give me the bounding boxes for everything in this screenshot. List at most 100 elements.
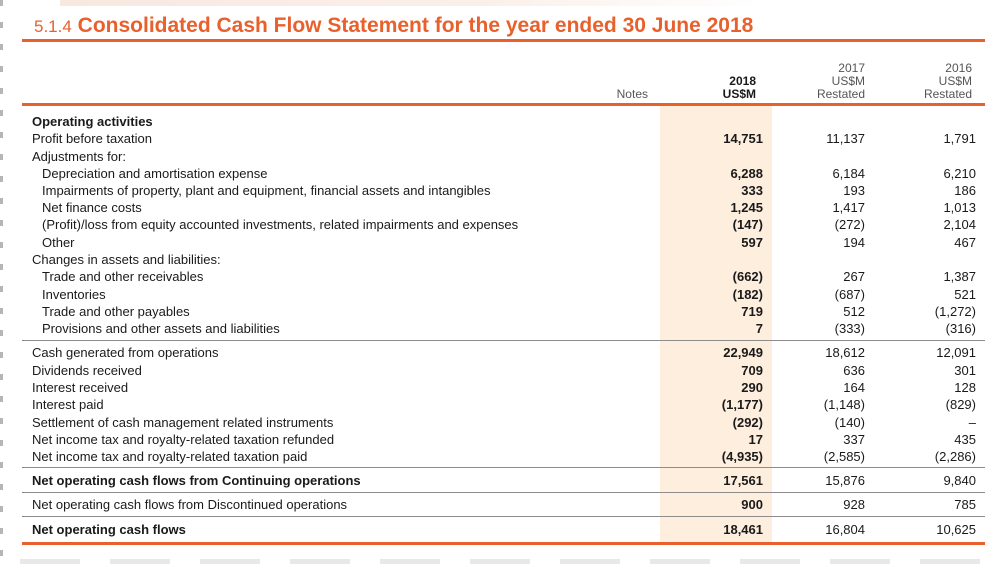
row-value-2018: 709 [741, 363, 763, 378]
row-value-2018: 17 [748, 432, 763, 447]
row-value-2018: (1,177) [721, 397, 763, 412]
row-value-2016: 6,210 [943, 166, 976, 181]
row-value-2016: 785 [954, 497, 976, 512]
row-value-2017: 512 [843, 304, 865, 319]
subtotal-rule [22, 340, 985, 341]
row-value-2017: 15,876 [825, 473, 865, 488]
row-value-2017: (1,148) [823, 397, 865, 412]
row-value-2017: (272) [834, 217, 865, 232]
row-value-2018: (182) [732, 287, 763, 302]
current-year-highlight-column [660, 104, 772, 545]
row-value-2016: (1,272) [934, 304, 976, 319]
row-value-2018: 18,461 [723, 522, 763, 537]
row-value-2016: (829) [945, 397, 976, 412]
row-label: Trade and other receivables [42, 269, 204, 284]
row-value-2016: 9,840 [943, 473, 976, 488]
row-value-2016: 301 [954, 363, 976, 378]
row-label: Other [42, 235, 75, 250]
row-value-2017: 337 [843, 432, 865, 447]
row-value-2018: 597 [741, 235, 763, 250]
col2-note: Restated [816, 87, 865, 101]
row-value-2017: 18,612 [825, 345, 865, 360]
row-label: Net operating cash flows from Discontinu… [32, 497, 348, 512]
row-value-2016: (2,286) [934, 449, 976, 464]
col1-header: 2018 US$M [680, 75, 756, 101]
row-label: Net income tax and royalty-related taxat… [32, 449, 308, 464]
row-value-2017: 164 [843, 380, 865, 395]
row-value-2018: 333 [741, 183, 763, 198]
col1-year: 2018 [729, 74, 756, 88]
total-top-rule [22, 516, 985, 517]
row-value-2017: 194 [843, 235, 865, 250]
row-label: Trade and other payables [42, 304, 190, 319]
row-value-2017: 636 [843, 363, 865, 378]
col2-year: 2017 [838, 61, 865, 75]
page-edge-marks [0, 0, 3, 564]
row-label: Net finance costs [42, 200, 142, 215]
row-value-2017: 6,184 [832, 166, 865, 181]
row-value-2018: (4,935) [721, 449, 763, 464]
row-value-2018: (292) [732, 415, 763, 430]
row-value-2016: 1,791 [943, 131, 976, 146]
row-label: Inventories [42, 287, 106, 302]
row-label: Impairments of property, plant and equip… [42, 183, 491, 198]
cropped-next-text [20, 559, 980, 564]
row-value-2016: (316) [945, 321, 976, 336]
row-value-2016: – [968, 415, 976, 430]
continuing-total-top-rule [22, 467, 985, 468]
row-label: Profit before taxation [32, 131, 152, 146]
row-label: (Profit)/loss from equity accounted inve… [42, 217, 519, 232]
row-label: Depreciation and amortisation expense [42, 166, 268, 181]
row-value-2017: 11,137 [826, 131, 865, 146]
row-value-2017: 16,804 [825, 522, 865, 537]
row-label: Interest received [32, 380, 129, 395]
row-value-2018: 1,245 [730, 200, 763, 215]
header-top-rule [22, 39, 985, 42]
cropped-previous-text [60, 0, 760, 6]
row-value-2016: 1,013 [943, 200, 976, 215]
row-value-2017: 928 [843, 497, 865, 512]
row-value-2017: (687) [834, 287, 865, 302]
row-label: Cash generated from operations [32, 345, 219, 360]
row-value-2016: 12,091 [936, 345, 976, 360]
header-bottom-rule [22, 103, 985, 106]
row-value-2017: 193 [843, 183, 865, 198]
row-value-2018: 6,288 [730, 166, 763, 181]
row-label: Interest paid [32, 397, 104, 412]
row-value-2017: 267 [843, 269, 865, 284]
col2-header: 2017 US$M Restated [790, 62, 865, 101]
row-value-2018: 17,561 [723, 473, 763, 488]
row-value-2018: 900 [741, 497, 763, 512]
row-value-2016: 1,387 [943, 269, 976, 284]
col1-unit: US$M [722, 87, 756, 101]
row-value-2016: 10,625 [936, 522, 976, 537]
row-value-2017: 1,417 [832, 200, 865, 215]
row-value-2016: 186 [954, 183, 976, 198]
row-value-2016: 521 [954, 287, 976, 302]
row-label: Provisions and other assets and liabilit… [42, 321, 280, 336]
row-label: Settlement of cash management related in… [32, 415, 334, 430]
row-value-2018: 290 [741, 380, 763, 395]
col2-unit: US$M [831, 74, 865, 88]
col3-header: 2016 US$M Restated [896, 62, 972, 101]
row-label: Operating activities [32, 114, 153, 129]
row-label: Net operating cash flows from Continuing… [32, 473, 361, 488]
row-value-2017: (140) [834, 415, 865, 430]
row-value-2016: 2,104 [943, 217, 976, 232]
section-number: 5.1.4 [34, 17, 72, 36]
row-value-2018: (147) [732, 217, 763, 232]
row-value-2018: (662) [732, 269, 763, 284]
row-value-2018: 22,949 [723, 345, 763, 360]
row-value-2018: 719 [741, 304, 763, 319]
row-value-2017: (333) [834, 321, 865, 336]
row-value-2016: 435 [954, 432, 976, 447]
col3-unit: US$M [938, 74, 972, 88]
title-text: Consolidated Cash Flow Statement for the… [77, 14, 754, 37]
page-title: 5.1.4 Consolidated Cash Flow Statement f… [34, 14, 753, 38]
row-value-2016: 467 [954, 235, 976, 250]
row-label: Net operating cash flows [32, 522, 186, 537]
col3-year: 2016 [945, 61, 972, 75]
row-value-2018: 14,751 [723, 131, 763, 146]
notes-header: Notes [616, 87, 648, 101]
col3-note: Restated [923, 87, 972, 101]
